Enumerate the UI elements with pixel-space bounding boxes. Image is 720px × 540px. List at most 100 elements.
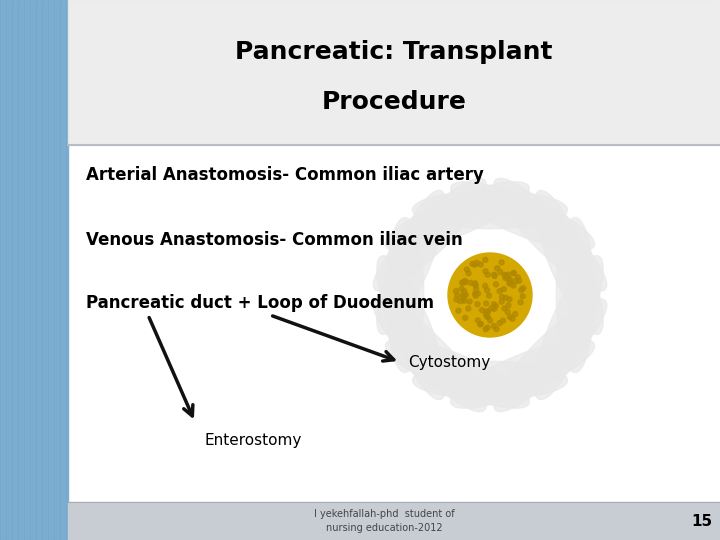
Circle shape — [474, 260, 480, 265]
Circle shape — [485, 315, 490, 320]
Circle shape — [485, 288, 490, 293]
Ellipse shape — [385, 339, 529, 408]
Circle shape — [487, 293, 492, 298]
Ellipse shape — [377, 191, 446, 334]
Circle shape — [489, 306, 494, 310]
Circle shape — [499, 260, 504, 265]
Circle shape — [505, 309, 510, 314]
Text: Venous Anastomosis- Common iliac vein: Venous Anastomosis- Common iliac vein — [86, 231, 463, 249]
Circle shape — [504, 273, 509, 278]
Circle shape — [474, 287, 479, 292]
Circle shape — [497, 289, 502, 294]
Ellipse shape — [385, 182, 529, 251]
Ellipse shape — [451, 182, 595, 251]
Text: Enterostomy: Enterostomy — [205, 433, 302, 448]
Circle shape — [475, 291, 480, 296]
Ellipse shape — [373, 299, 486, 411]
Circle shape — [472, 292, 477, 296]
Circle shape — [521, 294, 526, 299]
Circle shape — [516, 275, 521, 280]
Bar — [68, 502, 720, 540]
Circle shape — [501, 287, 506, 292]
Circle shape — [521, 286, 526, 291]
Circle shape — [477, 322, 482, 327]
Circle shape — [487, 318, 492, 323]
Text: Procedure: Procedure — [322, 90, 467, 114]
Circle shape — [467, 299, 472, 304]
Circle shape — [513, 279, 518, 284]
Ellipse shape — [413, 361, 567, 399]
Circle shape — [484, 309, 489, 314]
Circle shape — [513, 312, 518, 316]
Circle shape — [466, 306, 471, 311]
Circle shape — [502, 306, 507, 311]
Circle shape — [503, 275, 508, 280]
Circle shape — [483, 258, 488, 262]
Circle shape — [462, 289, 467, 294]
Ellipse shape — [386, 218, 424, 373]
Circle shape — [485, 314, 490, 319]
Circle shape — [459, 280, 464, 285]
Circle shape — [448, 253, 532, 337]
Circle shape — [511, 271, 516, 276]
Circle shape — [461, 292, 466, 297]
Circle shape — [499, 299, 504, 304]
Circle shape — [454, 297, 459, 302]
Circle shape — [502, 273, 507, 278]
Circle shape — [491, 323, 496, 329]
Ellipse shape — [534, 191, 603, 334]
Circle shape — [511, 271, 516, 275]
Circle shape — [508, 277, 513, 282]
Ellipse shape — [373, 178, 486, 291]
Circle shape — [485, 309, 490, 314]
Circle shape — [461, 296, 466, 301]
Circle shape — [463, 293, 468, 298]
Ellipse shape — [494, 299, 607, 411]
Circle shape — [475, 302, 480, 307]
Circle shape — [461, 294, 466, 299]
Circle shape — [479, 321, 483, 327]
Circle shape — [478, 262, 483, 267]
Circle shape — [463, 279, 468, 284]
Circle shape — [458, 299, 463, 303]
Text: 15: 15 — [691, 514, 713, 529]
Circle shape — [485, 325, 490, 330]
Circle shape — [480, 308, 485, 313]
Circle shape — [483, 312, 488, 317]
Circle shape — [484, 301, 489, 306]
Circle shape — [494, 327, 499, 332]
Ellipse shape — [494, 178, 607, 291]
Circle shape — [475, 318, 480, 323]
Circle shape — [518, 300, 523, 305]
Circle shape — [506, 272, 511, 277]
Circle shape — [492, 272, 497, 277]
Ellipse shape — [557, 218, 594, 373]
Circle shape — [456, 308, 461, 313]
Circle shape — [508, 314, 513, 319]
Circle shape — [468, 280, 473, 285]
Circle shape — [519, 287, 523, 292]
Ellipse shape — [534, 255, 603, 400]
Circle shape — [492, 307, 497, 312]
Circle shape — [506, 303, 511, 308]
Text: Pancreatic duct + Loop of Duodenum: Pancreatic duct + Loop of Duodenum — [86, 294, 434, 312]
Circle shape — [462, 298, 467, 303]
Circle shape — [473, 281, 478, 286]
Circle shape — [492, 274, 497, 279]
Circle shape — [500, 318, 505, 323]
Ellipse shape — [377, 255, 446, 400]
Circle shape — [511, 283, 516, 288]
Circle shape — [473, 283, 478, 288]
Circle shape — [498, 269, 503, 274]
Circle shape — [483, 327, 488, 332]
Circle shape — [510, 316, 515, 321]
Circle shape — [464, 267, 469, 272]
Circle shape — [483, 269, 488, 274]
Circle shape — [466, 271, 471, 276]
Circle shape — [470, 261, 475, 266]
Circle shape — [462, 280, 467, 285]
Bar — [68, 0, 720, 145]
Circle shape — [473, 293, 478, 298]
Circle shape — [463, 315, 468, 320]
Circle shape — [500, 294, 505, 300]
